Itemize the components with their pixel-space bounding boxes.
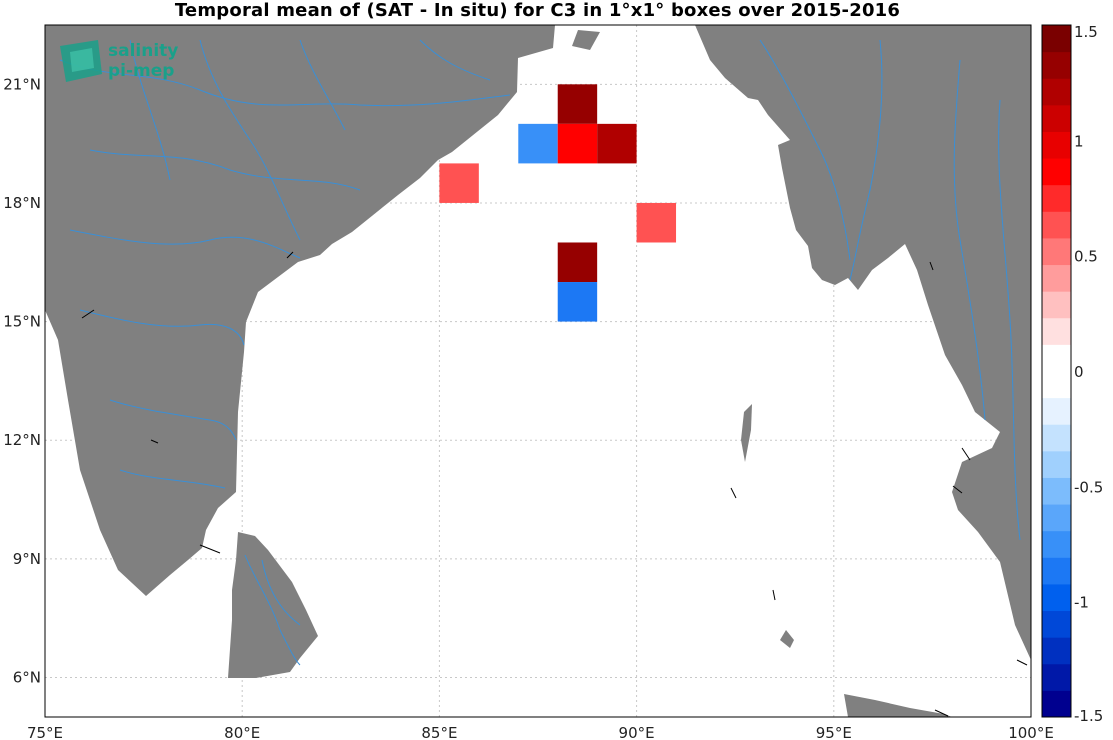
colorbar-segment bbox=[1042, 397, 1071, 425]
longitude-tick-label: 95°E bbox=[816, 724, 852, 740]
latitude-tick-label: 21°N bbox=[3, 75, 41, 93]
colorbar-tick-label: 0 bbox=[1074, 363, 1084, 381]
data-cells bbox=[439, 84, 677, 322]
colorbar bbox=[1041, 24, 1072, 718]
land-sri-lanka bbox=[228, 532, 318, 678]
data-cell bbox=[597, 123, 637, 164]
data-cell bbox=[557, 242, 598, 283]
map-title: Temporal mean of (SAT - In situ) for C3 … bbox=[174, 0, 901, 21]
colorbar-tick-label: -1.5 bbox=[1074, 707, 1103, 725]
colorbar-segment bbox=[1042, 371, 1071, 399]
longitude-tick-label: 75°E bbox=[27, 724, 63, 740]
colorbar-tick-label: -1 bbox=[1074, 594, 1089, 612]
colorbar-segment bbox=[1042, 158, 1071, 186]
coast-marks bbox=[81, 251, 1028, 717]
colorbar-tick-label: 1 bbox=[1074, 132, 1084, 150]
colorbar-segment bbox=[1042, 530, 1071, 558]
map-frame bbox=[44, 24, 1032, 718]
rivers bbox=[59, 39, 1021, 666]
longitude-labels: 75°E 80°E 85°E 90°E 95°E 100°E bbox=[27, 724, 1054, 740]
longitude-tick-label: 90°E bbox=[619, 724, 655, 740]
longitude-tick-label: 100°E bbox=[1008, 724, 1054, 740]
colorbar-segment bbox=[1042, 51, 1071, 79]
colorbar-segment bbox=[1042, 690, 1071, 718]
latitude-labels: 6°N 9°N 12°N 15°N 18°N 21°N bbox=[3, 75, 41, 686]
latitude-tick-label: 9°N bbox=[13, 550, 41, 568]
colorbar-segment bbox=[1042, 583, 1071, 612]
colorbar-segment bbox=[1042, 291, 1071, 319]
land-sumatra bbox=[844, 694, 952, 717]
land-burma-bangladesh bbox=[695, 25, 1031, 660]
colorbar-tick-label: 0.5 bbox=[1074, 248, 1098, 266]
data-cell bbox=[636, 202, 677, 243]
salinity-pi-mep-logo: salinity pi-mep bbox=[60, 40, 178, 82]
colorbar-segment bbox=[1042, 264, 1071, 292]
colorbar-segment bbox=[1042, 610, 1071, 638]
latitude-tick-label: 12°N bbox=[3, 431, 41, 449]
colorbar-segment bbox=[1042, 211, 1071, 239]
colorbar-segment bbox=[1042, 78, 1071, 106]
colorbar-segment bbox=[1042, 504, 1071, 532]
logo-line1: salinity bbox=[108, 41, 178, 61]
land-layer bbox=[45, 25, 1031, 717]
logo-line2: pi-mep bbox=[108, 61, 174, 81]
land-delta-islands bbox=[572, 30, 600, 50]
data-cell bbox=[439, 163, 479, 203]
colorbar-segment bbox=[1042, 450, 1071, 478]
colorbar-segment bbox=[1042, 477, 1071, 505]
latitude-tick-label: 18°N bbox=[3, 194, 41, 212]
land-indian-subcontinent bbox=[45, 25, 555, 596]
data-cell bbox=[557, 123, 598, 164]
colorbar-segment bbox=[1042, 424, 1071, 452]
colorbar-tick-label: -0.5 bbox=[1074, 478, 1103, 496]
colorbar-segment bbox=[1042, 131, 1071, 159]
longitude-tick-label: 85°E bbox=[421, 724, 457, 740]
colorbar-segment bbox=[1042, 637, 1071, 665]
data-cell bbox=[557, 84, 598, 124]
colorbar-segment bbox=[1042, 237, 1071, 266]
colorbar-segment bbox=[1042, 184, 1071, 212]
longitude-tick-label: 80°E bbox=[224, 724, 260, 740]
latitude-tick-label: 6°N bbox=[13, 668, 41, 686]
colorbar-tick-label: 1.5 bbox=[1074, 23, 1098, 41]
colorbar-frame bbox=[1041, 24, 1072, 718]
colorbar-segment bbox=[1042, 317, 1071, 345]
colorbar-labels: 1.5 1 0.5 0 -0.5 -1 -1.5 bbox=[1074, 23, 1103, 725]
data-cell bbox=[518, 123, 558, 164]
colorbar-segment bbox=[1042, 25, 1071, 53]
latitude-tick-label: 15°N bbox=[3, 313, 41, 331]
colorbar-segment bbox=[1042, 663, 1071, 691]
land-andaman-islands bbox=[741, 404, 752, 462]
data-cell bbox=[557, 282, 598, 322]
colorbar-segment bbox=[1042, 344, 1071, 372]
colorbar-segment bbox=[1042, 104, 1071, 132]
colorbar-segment bbox=[1042, 557, 1071, 585]
land-nicobar-island bbox=[780, 630, 794, 648]
